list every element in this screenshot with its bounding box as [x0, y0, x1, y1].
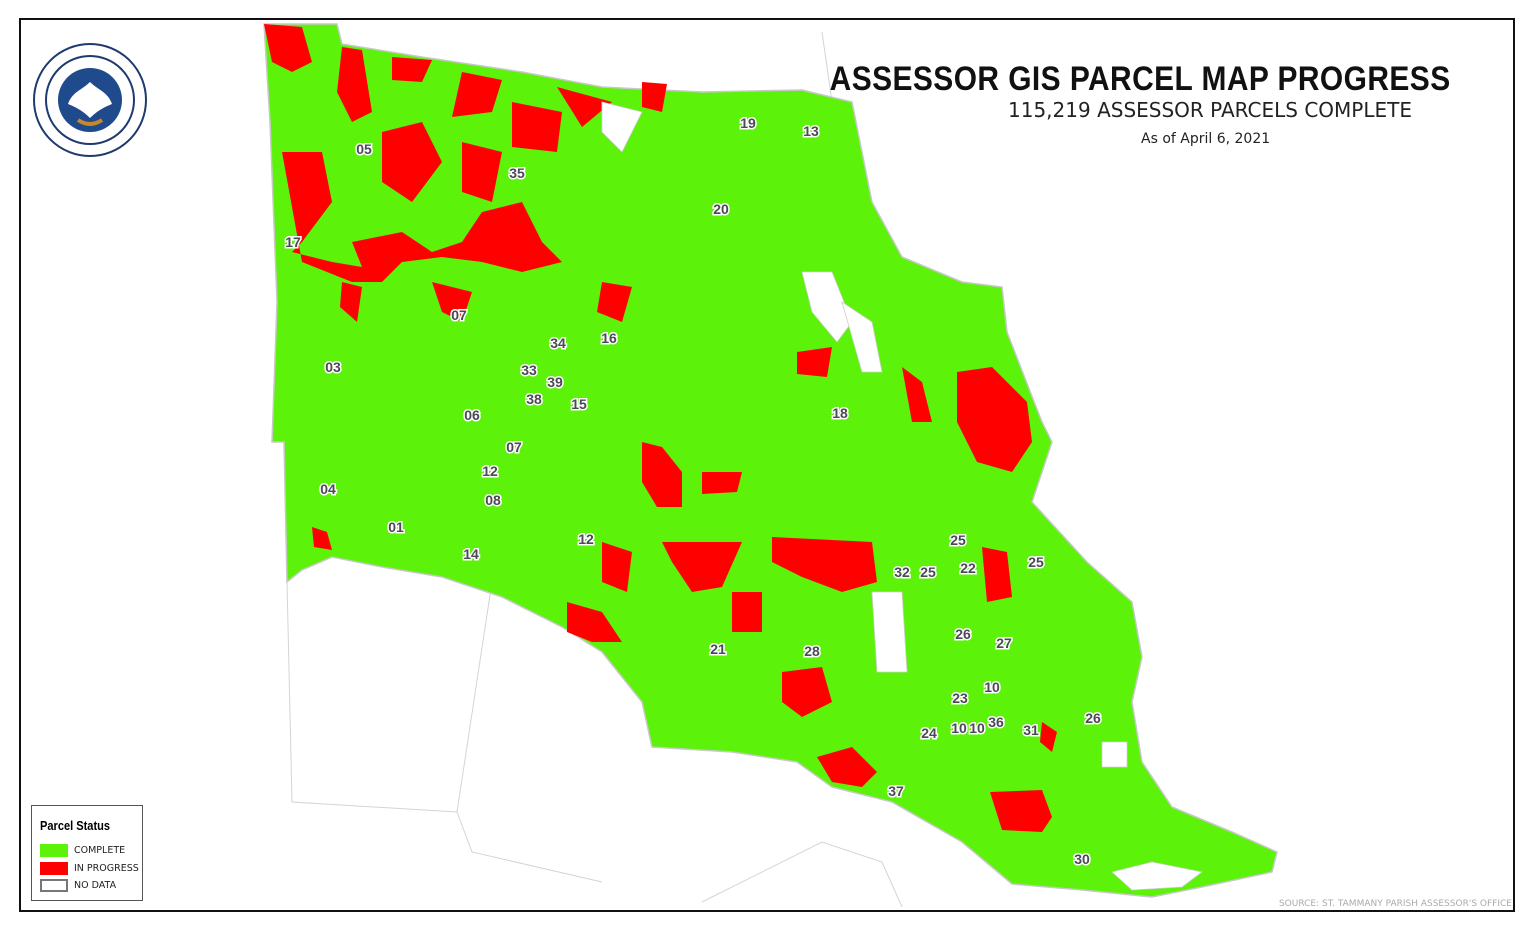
in-progress-areas [264, 24, 1057, 832]
ward-label: 24 [921, 725, 937, 741]
ward-label: 31 [1023, 722, 1039, 738]
ward-label: 20 [713, 201, 729, 217]
legend: Parcel Status COMPLETE IN PROGRESS NO DA… [31, 805, 143, 901]
ward-label: 30 [1074, 851, 1090, 867]
as-of-date: As of April 6, 2021 [1141, 131, 1271, 147]
ward-label: 12 [482, 463, 498, 479]
source-credit: SOURCE: ST. TAMMANY PARISH ASSESSOR'S OF… [1278, 899, 1512, 909]
ward-label: 26 [955, 626, 971, 642]
ward-label: 08 [485, 492, 501, 508]
ward-label: 32 [894, 564, 910, 580]
ward-label: 06 [464, 407, 480, 423]
ward-label: 07 [451, 307, 467, 323]
ward-label: 33 [521, 362, 537, 378]
ward-label: 10 [951, 720, 967, 736]
ward-label: 03 [325, 359, 341, 375]
legend-title: Parcel Status [40, 818, 111, 833]
legend-label-complete: COMPLETE [74, 845, 126, 856]
ward-label: 13 [803, 123, 819, 139]
ward-label: 34 [550, 335, 566, 351]
ward-label: 07 [506, 439, 522, 455]
ward-label: 14 [463, 546, 479, 562]
ward-label: 16 [601, 330, 617, 346]
ward-label: 25 [920, 564, 936, 580]
ward-label: 36 [988, 714, 1004, 730]
parcels-complete-count: 115,219 ASSESSOR PARCELS COMPLETE [1008, 98, 1412, 122]
ward-label: 27 [996, 635, 1012, 651]
ward-label: 23 [952, 690, 968, 706]
ward-label: 39 [547, 374, 563, 390]
ward-label: 19 [740, 115, 756, 131]
map-frame: 05 35 19 13 20 17 07 34 16 03 33 39 38 15 06 18 07 12 04 08… [19, 18, 1515, 912]
parcel-map: 05 35 19 13 20 17 07 34 16 03 33 39 38 15 06 18 07 12 04 08… [263, 23, 1278, 908]
ward-label: 10 [984, 679, 1000, 695]
legend-label-in-progress: IN PROGRESS [74, 863, 139, 874]
ward-label: 15 [571, 396, 587, 412]
ward-label: 18 [832, 405, 848, 421]
ward-label: 25 [950, 532, 966, 548]
assessor-seal-logo [33, 43, 147, 157]
ward-label: 38 [526, 391, 542, 407]
ward-label: 17 [285, 234, 301, 250]
roads [286, 31, 903, 908]
ward-label: 22 [960, 560, 976, 576]
legend-label-no-data: NO DATA [74, 880, 117, 891]
ward-label: 21 [710, 641, 726, 657]
ward-label: 25 [1028, 554, 1044, 570]
ward-label: 37 [888, 783, 904, 799]
no-data-areas [601, 101, 1203, 891]
ward-label: 28 [804, 643, 820, 659]
map-title: ASSESSOR GIS PARCEL MAP PROGRESS [830, 60, 1451, 98]
ward-label: 10 [969, 720, 985, 736]
ward-label: 26 [1085, 710, 1101, 726]
ward-label: 01 [388, 519, 404, 535]
ward-labels: 05 35 19 13 20 17 07 34 16 03 33 39 38 15 06 18 07 12 04 08… [284, 114, 1103, 869]
legend-swatch-in-progress [40, 862, 68, 875]
ward-label: 12 [578, 531, 594, 547]
ward-label: 04 [320, 481, 336, 497]
ward-label: 35 [509, 165, 525, 181]
ward-label: 05 [356, 141, 372, 157]
legend-swatch-complete [40, 844, 68, 857]
legend-swatch-no-data [40, 879, 68, 892]
